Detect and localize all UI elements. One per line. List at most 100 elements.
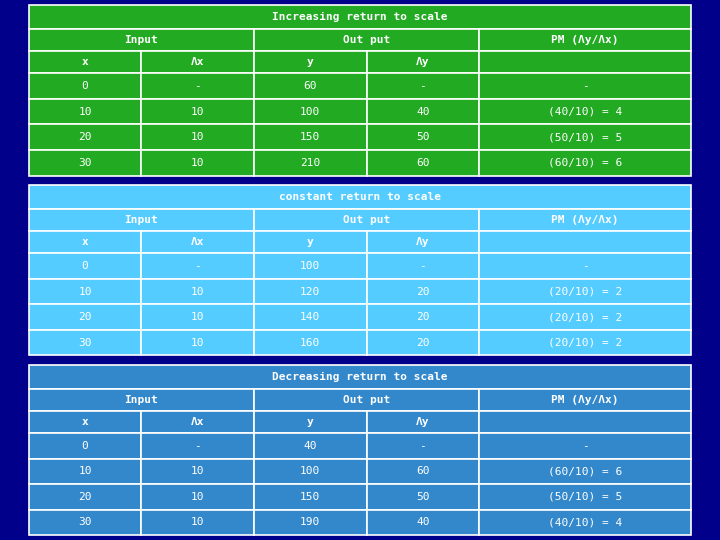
Text: Input: Input	[125, 35, 158, 45]
Text: -: -	[420, 441, 426, 451]
Bar	[254, 458, 366, 484]
Bar	[29, 433, 141, 458]
Text: x: x	[82, 417, 89, 427]
Bar	[141, 279, 254, 305]
Bar	[29, 365, 691, 389]
Bar	[29, 305, 141, 330]
Bar	[254, 150, 366, 176]
Text: 60: 60	[304, 81, 317, 91]
Text: Out put: Out put	[343, 215, 390, 225]
Bar	[366, 99, 480, 125]
Bar	[141, 484, 254, 510]
Text: -: -	[582, 81, 588, 91]
Bar	[254, 209, 480, 231]
Text: 100: 100	[300, 467, 320, 476]
Text: 120: 120	[300, 287, 320, 296]
Text: 140: 140	[300, 312, 320, 322]
Text: 40: 40	[416, 107, 430, 117]
Bar	[366, 458, 480, 484]
Text: 210: 210	[300, 158, 320, 168]
Text: (20/10) = 2: (20/10) = 2	[548, 312, 622, 322]
Text: x: x	[82, 57, 89, 68]
Bar	[254, 29, 480, 51]
Bar	[480, 125, 691, 150]
Text: 10: 10	[78, 287, 92, 296]
Text: constant return to scale: constant return to scale	[279, 192, 441, 202]
Bar	[29, 279, 141, 305]
Text: (20/10) = 2: (20/10) = 2	[548, 338, 622, 348]
Text: Input: Input	[125, 215, 158, 225]
Bar	[141, 330, 254, 355]
Bar	[480, 510, 691, 535]
Bar	[480, 29, 691, 51]
Text: 20: 20	[416, 287, 430, 296]
Bar	[29, 29, 254, 51]
Text: 160: 160	[300, 338, 320, 348]
Text: Λx: Λx	[191, 237, 204, 247]
Bar	[254, 389, 480, 411]
Text: PM (Λy/Λx): PM (Λy/Λx)	[552, 215, 619, 225]
Text: (40/10) = 4: (40/10) = 4	[548, 517, 622, 528]
Bar	[141, 305, 254, 330]
Bar	[366, 125, 480, 150]
Text: Λx: Λx	[191, 417, 204, 427]
Bar	[29, 231, 141, 253]
Text: 10: 10	[191, 107, 204, 117]
Bar	[141, 411, 254, 433]
Bar	[366, 330, 480, 355]
Bar	[366, 411, 480, 433]
Text: 20: 20	[416, 338, 430, 348]
Text: 0: 0	[82, 261, 89, 271]
Text: x: x	[82, 237, 89, 247]
Bar	[480, 305, 691, 330]
Text: Increasing return to scale: Increasing return to scale	[272, 12, 448, 22]
Text: 30: 30	[78, 338, 92, 348]
Bar	[366, 305, 480, 330]
Bar	[141, 125, 254, 150]
Bar	[141, 458, 254, 484]
Text: 10: 10	[191, 492, 204, 502]
Text: 40: 40	[416, 517, 430, 528]
Text: Λy: Λy	[416, 417, 430, 427]
Text: -: -	[194, 81, 201, 91]
Bar	[480, 51, 691, 73]
Bar	[480, 73, 691, 99]
Bar	[366, 231, 480, 253]
Bar	[29, 484, 141, 510]
Text: -: -	[420, 81, 426, 91]
Bar	[254, 73, 366, 99]
Text: (60/10) = 6: (60/10) = 6	[548, 467, 622, 476]
Text: 60: 60	[416, 467, 430, 476]
Bar	[480, 484, 691, 510]
Text: (50/10) = 5: (50/10) = 5	[548, 132, 622, 142]
Text: Λx: Λx	[191, 57, 204, 68]
Text: Input: Input	[125, 395, 158, 405]
Text: 150: 150	[300, 132, 320, 142]
Bar	[141, 51, 254, 73]
Text: 20: 20	[78, 312, 92, 322]
Bar	[29, 389, 254, 411]
Text: y: y	[307, 57, 314, 68]
Text: 10: 10	[78, 107, 92, 117]
Bar	[29, 51, 141, 73]
Bar	[254, 231, 366, 253]
Text: (20/10) = 2: (20/10) = 2	[548, 287, 622, 296]
Bar	[141, 73, 254, 99]
Text: -: -	[194, 441, 201, 451]
Bar	[141, 433, 254, 458]
Bar	[254, 484, 366, 510]
Text: Λy: Λy	[416, 237, 430, 247]
Bar	[480, 150, 691, 176]
Text: 30: 30	[78, 158, 92, 168]
Text: (40/10) = 4: (40/10) = 4	[548, 107, 622, 117]
Text: 60: 60	[416, 158, 430, 168]
Text: y: y	[307, 237, 314, 247]
Bar	[366, 484, 480, 510]
Text: 10: 10	[191, 312, 204, 322]
Text: 10: 10	[191, 287, 204, 296]
Text: PM (Λy/Λx): PM (Λy/Λx)	[552, 395, 619, 405]
Bar	[366, 279, 480, 305]
Text: 190: 190	[300, 517, 320, 528]
Text: Out put: Out put	[343, 395, 390, 405]
Text: 10: 10	[191, 158, 204, 168]
